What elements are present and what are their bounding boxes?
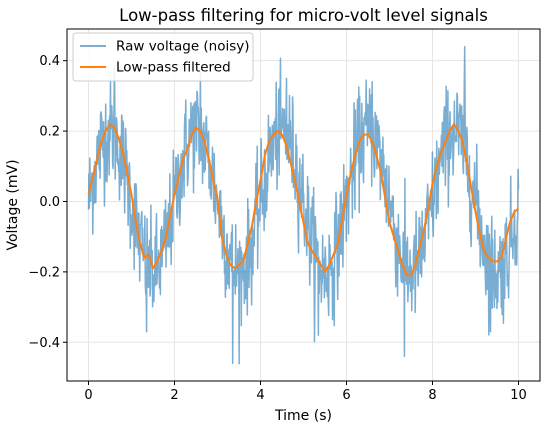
y-tick-label: −0.4 bbox=[28, 336, 60, 351]
legend: Raw voltage (noisy) Low-pass filtered bbox=[72, 32, 254, 82]
plot-frame bbox=[66, 28, 541, 382]
x-tick-label: 10 bbox=[510, 388, 527, 403]
y-axis-label: Voltage (mV) bbox=[5, 159, 21, 250]
x-tick-label: 4 bbox=[256, 388, 264, 403]
chart-title: Low-pass filtering for micro-volt level … bbox=[119, 6, 488, 25]
y-tick-label: −0.2 bbox=[28, 265, 60, 280]
y-tick-label: 0.2 bbox=[39, 125, 60, 140]
series-line-raw-voltage bbox=[87, 45, 520, 365]
series-line-low-pass-filtered bbox=[87, 123, 520, 277]
legend-box bbox=[72, 32, 254, 82]
x-tick-label: 0 bbox=[84, 388, 92, 403]
y-tick-label: 0.0 bbox=[39, 195, 60, 210]
series-layer bbox=[87, 45, 520, 365]
y-axis: −0.4 −0.2 0.0 0.2 0.4 bbox=[28, 54, 67, 351]
x-tick-label: 8 bbox=[428, 388, 436, 403]
y-tick-label: 0.4 bbox=[39, 54, 60, 69]
x-tick-label: 6 bbox=[342, 388, 350, 403]
plot-area bbox=[87, 45, 520, 365]
legend-label-raw: Raw voltage (noisy) bbox=[116, 39, 250, 55]
legend-label-filtered: Low-pass filtered bbox=[116, 60, 231, 76]
x-axis: 0 2 4 6 8 10 bbox=[84, 381, 527, 403]
x-tick-label: 2 bbox=[170, 388, 178, 403]
x-axis-label: Time (s) bbox=[274, 408, 332, 424]
